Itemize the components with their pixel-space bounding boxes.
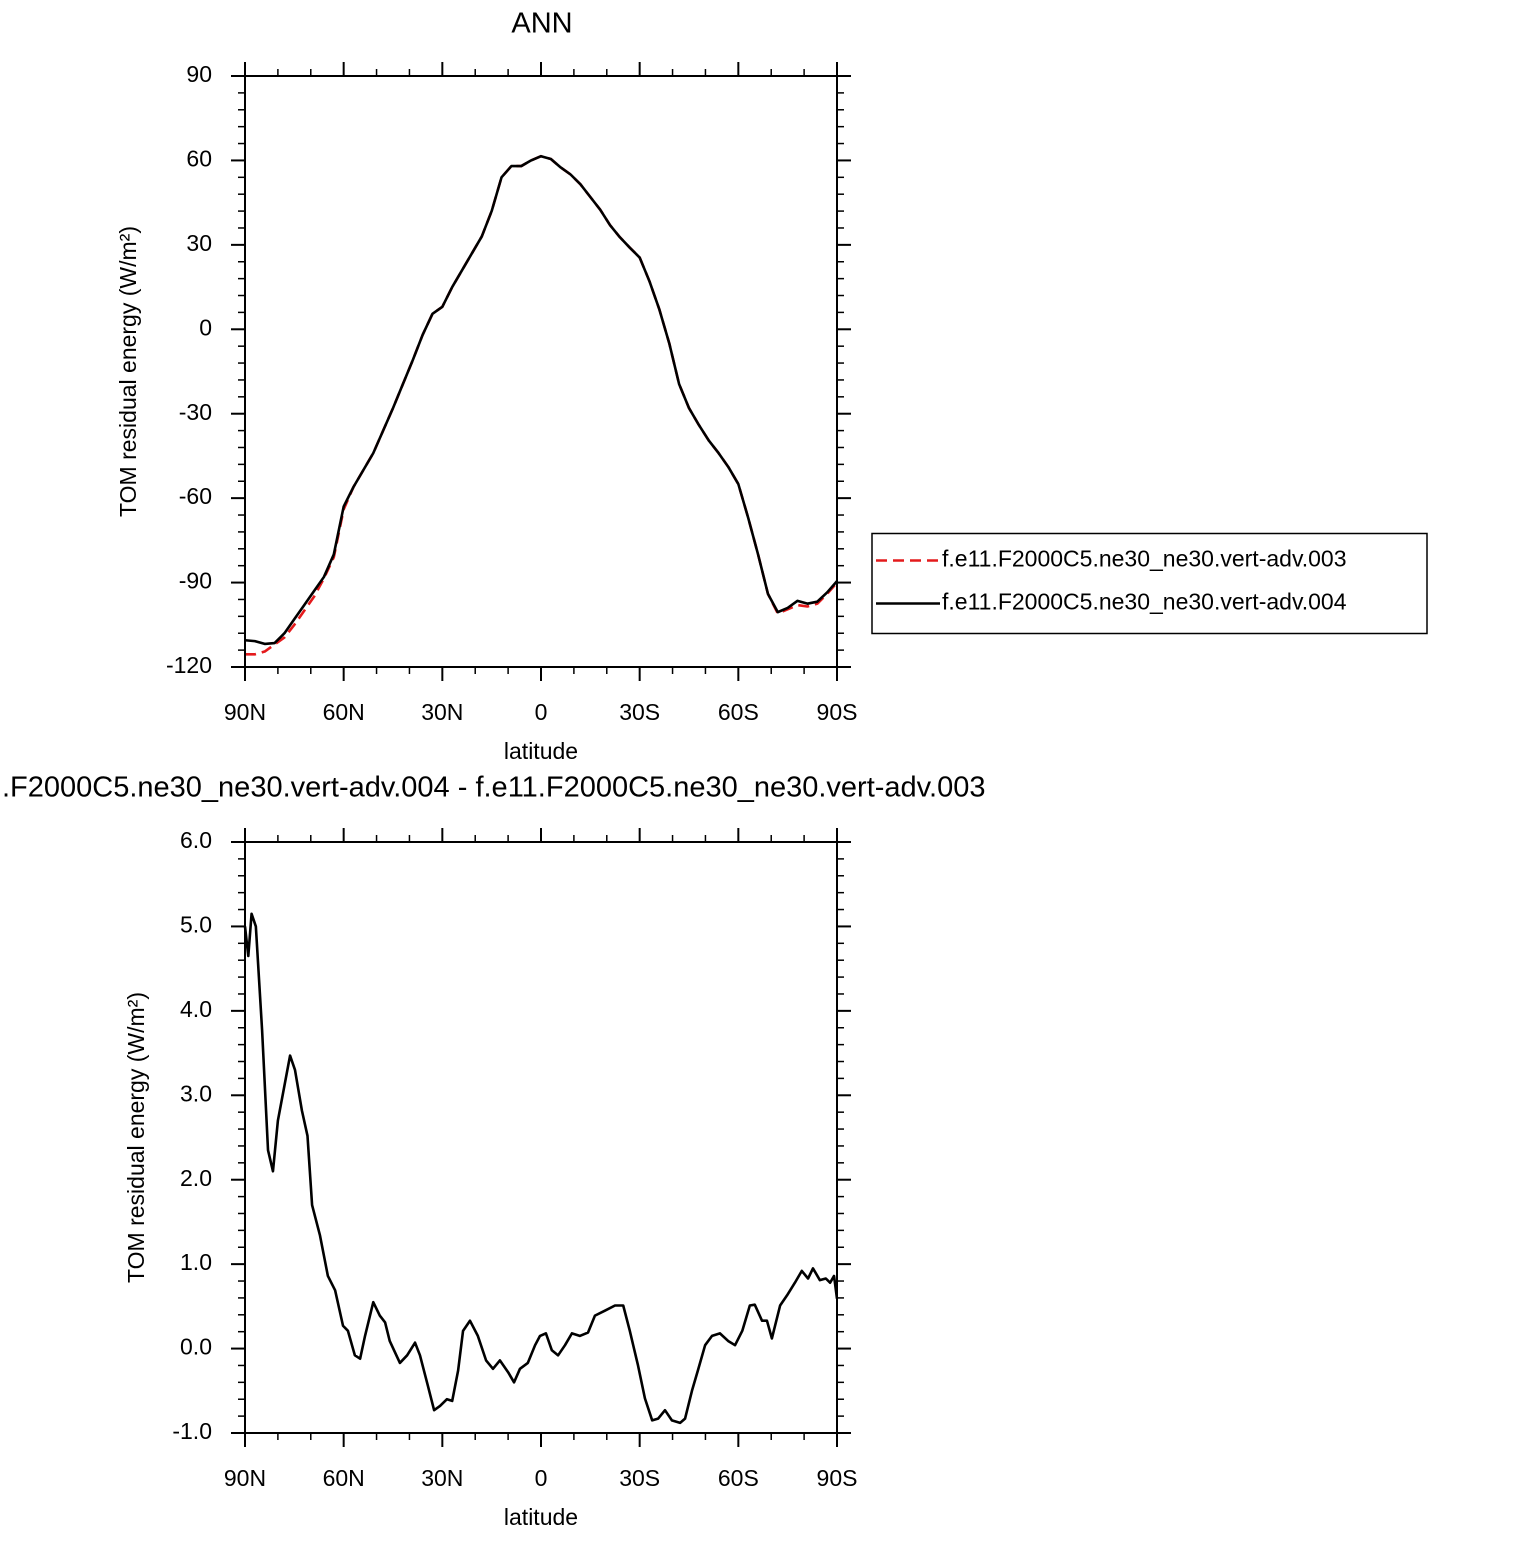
x-tick-label: 90S [817,699,858,725]
x-tick-label: 90S [817,1465,858,1491]
x-tick-label: 60N [323,1465,365,1491]
y-tick-label: -120 [166,652,212,678]
y-tick-label: 3.0 [180,1080,212,1106]
x-tick-label: 30N [421,699,463,725]
data-line [245,154,838,656]
y-axis-label: TOM residual energy (W/m²) [115,226,141,517]
y-tick-label: 4.0 [180,996,212,1022]
y-axis-label: TOM residual energy (W/m²) [123,992,149,1283]
x-tick-label: 60S [718,699,759,725]
x-tick-label: 0 [535,1465,548,1491]
plot-frame [244,841,838,1434]
y-tick-label: 2.0 [180,1165,212,1191]
y-tick-label: -30 [179,399,212,425]
y-tick-label: 5.0 [180,912,212,938]
y-tick-label: 60 [186,146,212,172]
x-tick-label: 60N [323,699,365,725]
y-tick-label: -60 [179,483,212,509]
x-tick-label: 30N [421,1465,463,1491]
legend-box [871,532,1428,635]
x-tick-label: 30S [619,699,660,725]
data-line [243,912,839,1425]
data-line [244,154,838,646]
x-axis-label: latitude [504,1504,578,1530]
y-tick-label: -90 [179,568,212,594]
x-tick-label: 0 [535,699,548,725]
legend-label: f.e11.F2000C5.ne30_ne30.vert-adv.003 [942,546,1347,572]
y-tick-label: 90 [186,61,212,87]
x-tick-label: 90N [224,699,266,725]
y-tick-label: 0 [199,314,212,340]
chart-title: ANN [511,8,572,40]
plot-frame [244,75,838,668]
y-tick-label: 0.0 [180,1334,212,1360]
y-tick-label: -1.0 [172,1418,212,1444]
y-tick-label: 1.0 [180,1249,212,1275]
legend-label: f.e11.F2000C5.ne30_ne30.vert-adv.004 [942,589,1347,615]
x-tick-label: 60S [718,1465,759,1491]
x-tick-label: 90N [224,1465,266,1491]
chart-title: .F2000C5.ne30_ne30.vert-adv.004 - f.e11.… [2,772,985,804]
x-tick-label: 30S [619,1465,660,1491]
y-tick-label: 30 [186,230,212,256]
y-tick-label: 6.0 [180,827,212,853]
x-axis-label: latitude [504,738,578,764]
